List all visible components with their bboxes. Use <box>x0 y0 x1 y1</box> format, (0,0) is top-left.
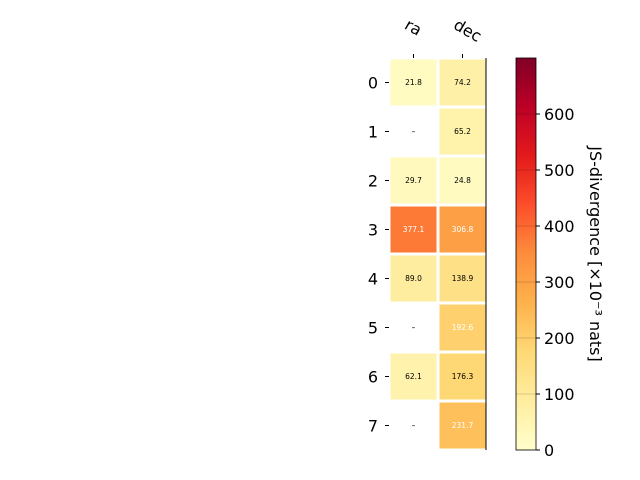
heatmap-cell-dec-4 <box>439 255 486 302</box>
heatmap-cell-dec-3 <box>439 206 486 253</box>
heatmap-cell-dec-5 <box>439 304 486 351</box>
cell-value-label-dec-1: 65.2 <box>454 127 471 136</box>
row-label-7: 7 <box>368 417 378 436</box>
cell-value-label-dec-6: 176.3 <box>452 372 474 381</box>
heatmap-cell-dec-0 <box>439 59 486 106</box>
colorbar-tick-label-400: 400 <box>544 217 575 236</box>
row-label-3: 3 <box>368 221 378 240</box>
cell-value-label-ra-7: – <box>412 421 416 430</box>
colorbar-gradient <box>515 57 537 451</box>
heatmap-cell-ra-0 <box>390 59 437 106</box>
cell-value-label-dec-4: 138.9 <box>452 274 474 283</box>
colorbar: 0 100 200 300 400 500 600 JS-divergence [×10⁻³… <box>515 57 605 460</box>
heatmap-cell-dec-2 <box>439 157 486 204</box>
colorbar-tick-label-100: 100 <box>544 385 575 404</box>
cell-value-label-dec-3: 306.8 <box>452 225 474 234</box>
column-label-dec: dec <box>451 15 485 46</box>
row-label-1: 1 <box>368 123 378 142</box>
colorbar-ticks: 0 100 200 300 400 500 600 <box>516 105 575 460</box>
row-label-5: 5 <box>368 319 378 338</box>
column-tick-labels: ra dec <box>402 15 485 58</box>
colorbar-tick-label-600: 600 <box>544 105 575 124</box>
cell-value-label-dec-0: 74.2 <box>454 78 471 87</box>
column-label-ra: ra <box>402 15 426 40</box>
row-label-0: 0 <box>368 74 378 93</box>
colorbar-tick-label-300: 300 <box>544 273 575 292</box>
row-label-6: 6 <box>368 368 378 387</box>
cell-value-label-ra-4: 89.0 <box>405 274 422 283</box>
row-label-4: 4 <box>368 270 378 289</box>
heatmap-cell-ra-4 <box>390 255 437 302</box>
colorbar-tick-label-500: 500 <box>544 161 575 180</box>
cell-value-label-ra-0: 21.8 <box>405 78 422 87</box>
row-tick-labels: 0 1 2 3 4 5 6 7 <box>368 74 389 436</box>
heatmap-cell-dec-6 <box>439 353 486 400</box>
colorbar-tick-label-0: 0 <box>544 441 554 460</box>
heatmap-cell-dec-1 <box>439 108 486 155</box>
cell-value-label-dec-2: 24.8 <box>454 176 471 185</box>
heatmap-cell-ra-3 <box>390 206 437 253</box>
cell-value-label-ra-5: – <box>412 323 416 332</box>
heatmap-cells: 21.8 74.2 – 65.2 29.7 24.8 377.1 306.8 89.0 138.9… <box>390 59 486 449</box>
heatmap-cell-ra-2 <box>390 157 437 204</box>
cell-value-label-ra-2: 29.7 <box>405 176 422 185</box>
colorbar-label: JS-divergence [×10⁻³ nats] <box>586 145 605 361</box>
cell-value-label-dec-5: 192.6 <box>452 323 474 332</box>
heatmap-cell-dec-7 <box>439 402 486 449</box>
cell-value-label-ra-6: 62.1 <box>405 372 422 381</box>
cell-value-label-dec-7: 231.7 <box>452 421 474 430</box>
colorbar-tick-label-200: 200 <box>544 329 575 348</box>
cell-value-label-ra-3: 377.1 <box>403 225 425 234</box>
heatmap-cell-ra-6 <box>390 353 437 400</box>
row-label-2: 2 <box>368 172 378 191</box>
cell-value-label-ra-1: – <box>412 127 416 136</box>
